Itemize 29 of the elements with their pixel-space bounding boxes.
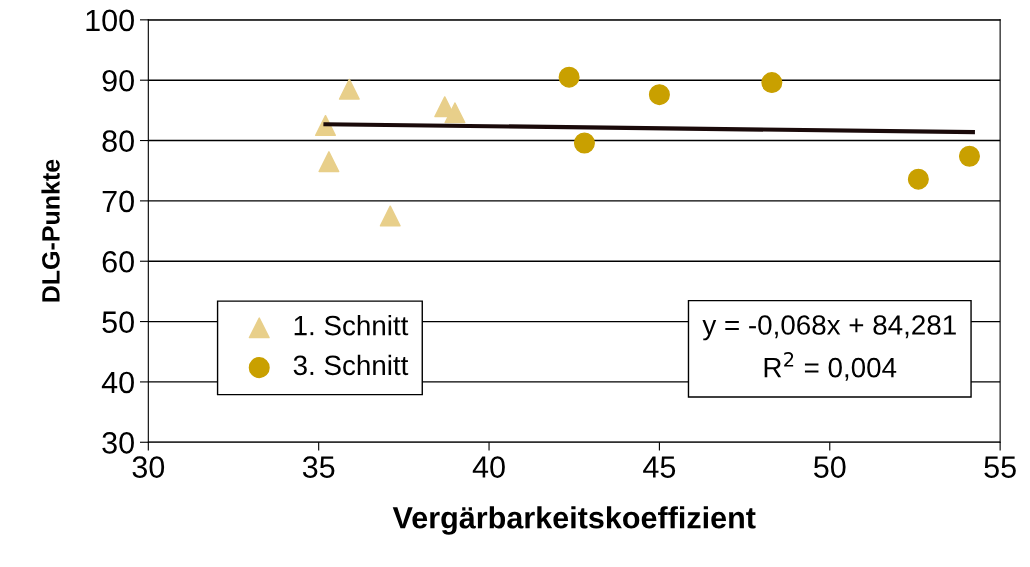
y-tick-label: 40 [101, 371, 134, 394]
y-tick-label: 60 [102, 250, 134, 273]
x-tick-label: 50 [814, 456, 846, 478]
point [444, 102, 466, 124]
x-tick-label: 55 [984, 456, 1016, 478]
annotation: y = -0,068x + 84,281 R$^{2}$ = 0,004 [702, 315, 956, 381]
point [648, 84, 670, 106]
x-tick-label: 45 [643, 456, 676, 478]
point [379, 205, 401, 227]
point [318, 151, 340, 173]
x-axis-title: Vergärbarkeitskoeffizient [392, 506, 756, 535]
x-tick-label: 30 [132, 456, 165, 478]
point [338, 78, 360, 100]
y-tick-label: 70 [102, 190, 134, 213]
y-tick-label: 50 [102, 311, 134, 333]
point [558, 66, 580, 88]
y-tick-label: 100 [86, 9, 134, 32]
legend-label: 3. Schnitt [293, 354, 409, 376]
x-tick-label: 40 [472, 456, 505, 478]
point [958, 145, 980, 167]
y-tick-label: 30 [102, 432, 134, 454]
x-tick-label: 35 [302, 456, 335, 478]
y-tick-label: 90 [102, 69, 134, 92]
point [573, 132, 595, 154]
point [907, 168, 929, 190]
y-axis-title: DLG-Punkte [41, 159, 60, 302]
y-tick-label: 80 [102, 130, 134, 152]
point [761, 72, 783, 94]
legend-label: 1. Schnitt [294, 315, 409, 336]
